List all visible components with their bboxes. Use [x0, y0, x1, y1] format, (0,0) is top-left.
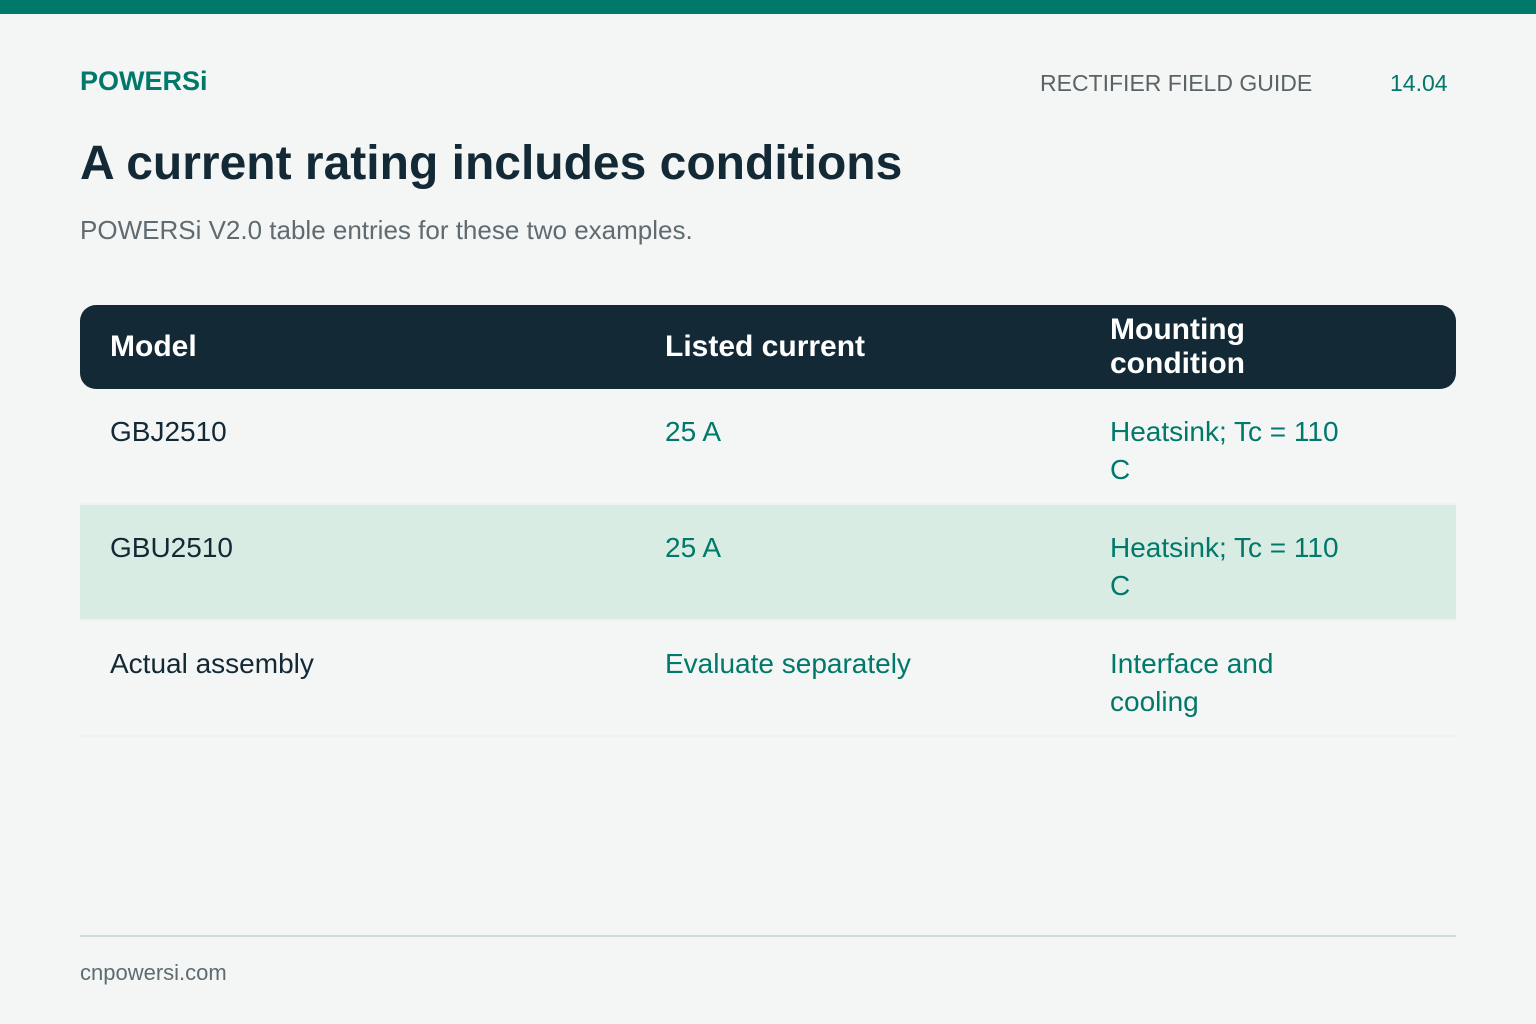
table-cell: 25 A: [665, 416, 722, 447]
footer-rule: [80, 935, 1456, 937]
title: A current rating includes conditions: [80, 137, 903, 190]
table-cell: Heatsink; Tc = 110 C: [1110, 532, 1339, 601]
table-header: Model Listed current Mounting condition: [80, 305, 1456, 389]
section-label: RECTIFIER FIELD GUIDE: [1040, 70, 1313, 96]
table-cell: GBJ2510: [110, 416, 227, 447]
table-cell: Interface and cooling: [1110, 648, 1274, 717]
table-cell: Heatsink; Tc = 110 C: [1110, 416, 1339, 485]
table-cell: GBU2510: [110, 532, 233, 563]
page-number: 14.04: [1390, 70, 1448, 96]
brand: POWERSi: [80, 66, 208, 96]
table-cell: Evaluate separately: [665, 648, 911, 679]
top-bar: [0, 0, 1536, 14]
table-cell: 25 A: [665, 532, 722, 563]
table-cell: Actual assembly: [110, 648, 314, 679]
subtitle: POWERSi V2.0 table entries for these two…: [80, 215, 693, 245]
column-header: Listed current: [665, 330, 866, 363]
table-row: Actual assembly Evaluate separately Interf…: [80, 621, 1456, 737]
table-row: GBU2510 25 A Heatsink; Tc = 110 C: [80, 505, 1456, 621]
column-header: Mounting condition: [1110, 313, 1245, 380]
footer: cnpowersi.com: [80, 960, 227, 985]
column-header: Model: [110, 330, 197, 363]
table: Model Listed current Mounting condition GBJ…: [80, 305, 1456, 737]
table-row: GBJ2510 25 A Heatsink; Tc = 110 C: [80, 389, 1456, 505]
